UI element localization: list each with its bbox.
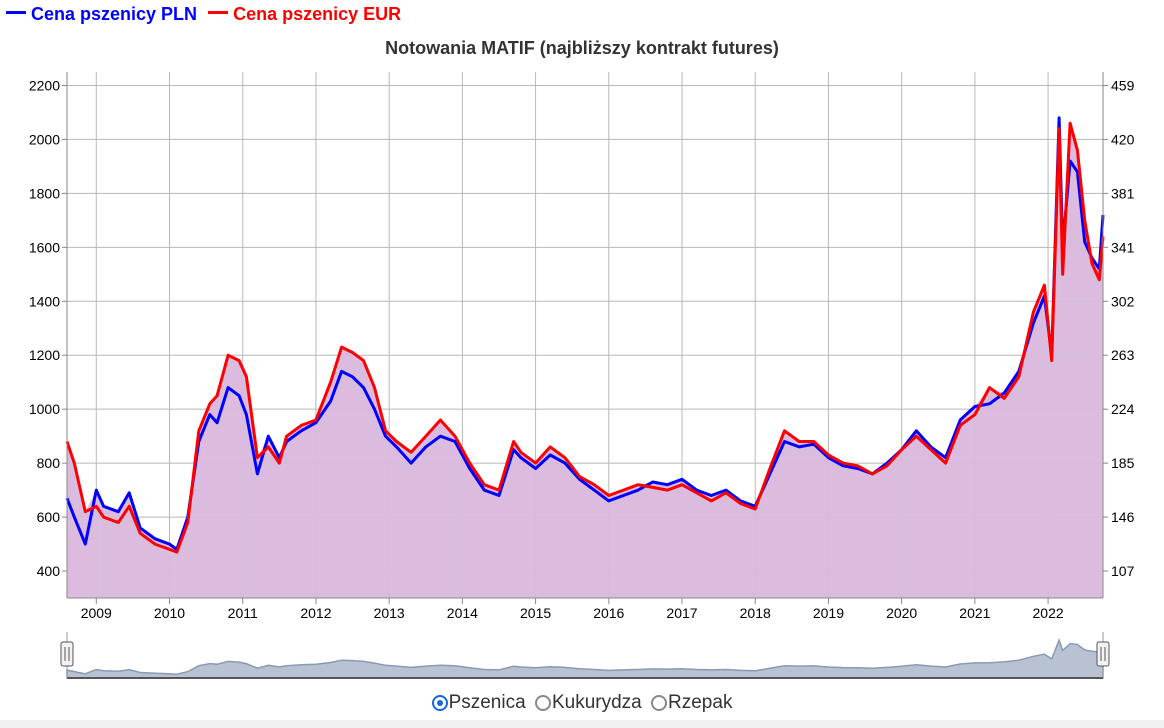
x-tick-label: 2010 [154, 605, 185, 621]
radio-label-rzepak: Rzepak [668, 692, 733, 713]
legend-label-pln: Cena pszenicy PLN [31, 3, 198, 24]
legend-item-eur[interactable]: Cena pszenicy EUR [208, 3, 401, 25]
y-tick-label-left: 1600 [29, 239, 60, 255]
radio-label-kukurydza: Kukurydza [551, 692, 642, 713]
y-tick-label-left: 1800 [29, 185, 60, 201]
x-tick-label: 2018 [740, 605, 771, 621]
radio-circle-kukurydza [534, 695, 551, 711]
x-tick-label: 2019 [813, 605, 844, 621]
navigator-series [66, 638, 1104, 679]
legend-line-pln [6, 10, 26, 14]
y-tick-label-right: 224 [1111, 401, 1135, 417]
x-tick-label: 2009 [81, 605, 112, 621]
y-tick-label-right: 302 [1111, 293, 1135, 309]
y-tick-label-left: 1000 [29, 401, 60, 417]
y-tick-label-right: 459 [1111, 77, 1135, 93]
y-tick-label-left: 400 [37, 563, 61, 579]
x-tick-label: 2015 [520, 605, 551, 621]
handle-body [1096, 641, 1110, 667]
x-tick-label: 2014 [447, 605, 478, 621]
x-tick-label: 2020 [886, 605, 917, 621]
handle-body [60, 641, 74, 667]
radio-kukurydza[interactable]: Kukurydza [534, 692, 642, 714]
radio-pszenica[interactable]: Pszenica [431, 692, 526, 714]
y-tick-label-left: 1200 [29, 347, 60, 363]
y-tick-label-right: 146 [1111, 509, 1135, 525]
legend-label-eur: Cena pszenicy EUR [233, 3, 402, 24]
y-tick-label-left: 1400 [29, 293, 60, 309]
x-tick-label: 2017 [666, 605, 697, 621]
y-tick-label-right: 420 [1111, 131, 1135, 147]
series-line-pln[interactable] [65, 116, 1105, 551]
navigator-handle-left[interactable] [60, 641, 74, 667]
x-tick-label: 2016 [593, 605, 624, 621]
y-tick-label-right: 107 [1111, 563, 1135, 579]
x-tick-label: 2022 [1033, 605, 1064, 621]
bottom-strip [0, 720, 1164, 728]
y-tick-label-left: 2200 [29, 77, 60, 93]
y-tick-label-left: 2000 [29, 131, 60, 147]
price-area [67, 117, 1103, 599]
y-tick-label-right: 263 [1111, 347, 1135, 363]
navigator-handle-right[interactable] [1096, 641, 1110, 667]
chart-legend: Cena pszenicy PLN Cena pszenicy EUR [6, 3, 401, 25]
y-tick-label-left: 800 [37, 455, 61, 471]
legend-item-pln[interactable]: Cena pszenicy PLN [6, 3, 197, 25]
legend-line-eur [208, 10, 229, 14]
radio-circle-pszenica [431, 695, 448, 711]
x-tick-label: 2021 [959, 605, 990, 621]
price-chart[interactable]: 400 107 600 146 800 185 1000 224 1200 263 1400 302 1… [0, 0, 1164, 690]
chart-title: Notowania MATIF (najbliższy kontrakt fut… [385, 38, 779, 58]
radio-label-pszenica: Pszenica [448, 692, 526, 713]
x-tick-label: 2013 [374, 605, 405, 621]
x-tick-label: 2012 [300, 605, 331, 621]
radio-rzepak[interactable]: Rzepak [651, 692, 732, 714]
y-tick-label-right: 381 [1111, 185, 1135, 201]
y-tick-label-left: 600 [37, 509, 61, 525]
y-tick-label-right: 341 [1111, 239, 1135, 255]
y-tick-label-right: 185 [1111, 455, 1135, 471]
x-tick-label: 2011 [228, 605, 258, 621]
product-selector: Pszenica Kukurydza Rzepak [0, 692, 1164, 717]
radio-circle-rzepak [651, 695, 668, 711]
series-line-eur[interactable] [65, 121, 1105, 554]
